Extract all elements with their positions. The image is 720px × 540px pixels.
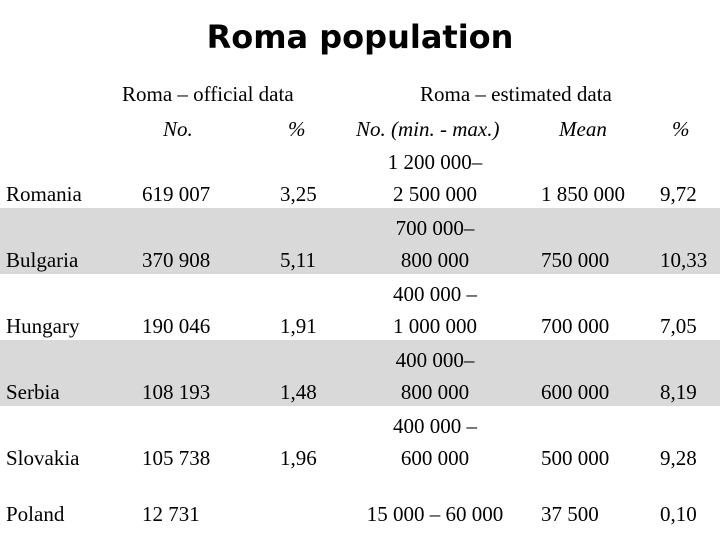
estimated-percent-cell: 0,10 [660, 502, 697, 526]
country-cell: Slovakia [6, 446, 80, 470]
estimated-percent-cell: 9,28 [660, 446, 697, 470]
official-number-cell: 619 007 [142, 182, 211, 206]
estimated-data-header: Roma – estimated data [420, 82, 612, 106]
range-line-2: 1 000 000 [393, 314, 477, 338]
range-line-1: 15 000 – 60 000 [366, 502, 504, 526]
estimated-range-cell: 1 200 000– 2 500 000 [345, 146, 525, 210]
estimated-range-cell: 400 000– 800 000 [345, 344, 525, 408]
estimated-range-cell: 400 000 – 1 000 000 [345, 278, 525, 342]
estimated-range-cell: 400 000 – 600 000 [345, 410, 525, 474]
country-cell: Serbia [6, 380, 60, 404]
estimated-percent-cell: 7,05 [660, 314, 697, 338]
estimated-percent-column-header: % [672, 117, 690, 141]
estimated-percent-cell: 9,72 [660, 182, 697, 206]
table-row: Poland 12 731 37 500 0,10 15 000 – 60 000 [0, 472, 720, 538]
table-row: Slovakia 105 738 1,96 500 000 9,28 400 000 – 6… [0, 406, 720, 472]
table-row: Hungary 190 046 1,91 700 000 7,05 400 000 – 1 … [0, 274, 720, 340]
estimated-mean-cell: 700 000 [541, 314, 610, 338]
table-row: Bulgaria 370 908 5,11 750 000 10,33 700 000– 8… [0, 208, 720, 274]
estimated-range-cell: 15 000 – 60 000 [345, 498, 525, 530]
official-number-cell: 190 046 [142, 314, 211, 338]
estimated-mean-column-header: Mean [559, 117, 607, 141]
country-cell: Bulgaria [6, 248, 79, 272]
range-line-1: 700 000– [395, 216, 475, 240]
official-percent-column-header: % [288, 117, 306, 141]
official-percent-cell: 1,48 [280, 380, 317, 404]
official-number-cell: 12 731 [142, 502, 200, 526]
estimated-percent-cell: 8,19 [660, 380, 697, 404]
range-line-2: 600 000 [400, 446, 470, 470]
estimated-range-cell: 700 000– 800 000 [345, 212, 525, 276]
range-line-1: 1 200 000– [387, 150, 483, 174]
table-row: Romania 619 007 3,25 1 850 000 9,72 1 200 000… [0, 142, 720, 208]
official-number-cell: 108 193 [142, 380, 211, 404]
country-cell: Poland [6, 502, 65, 526]
estimated-range-column-header: No. (min. - max.) [356, 117, 500, 141]
estimated-mean-cell: 500 000 [541, 446, 610, 470]
table-row: Serbia 108 193 1,48 600 000 8,19 400 000– 800 … [0, 340, 720, 406]
official-number-cell: 370 908 [142, 248, 211, 272]
official-percent-cell: 5,11 [280, 248, 316, 272]
country-cell: Romania [6, 182, 82, 206]
official-percent-cell: 1,91 [280, 314, 317, 338]
official-percent-cell: 1,96 [280, 446, 317, 470]
estimated-mean-cell: 37 500 [541, 502, 599, 526]
range-line-2: 800 000 [400, 380, 470, 404]
estimated-mean-cell: 600 000 [541, 380, 610, 404]
range-line-1: 400 000 – [393, 414, 477, 438]
estimated-mean-cell: 1 850 000 [541, 182, 625, 206]
range-line-2: 2 500 000 [393, 182, 477, 206]
official-number-cell: 105 738 [142, 446, 211, 470]
range-line-1: 400 000 – [393, 282, 477, 306]
estimated-percent-cell: 10,33 [660, 248, 708, 272]
official-no-column-header: No. [163, 117, 193, 141]
official-percent-cell: 3,25 [280, 182, 317, 206]
country-cell: Hungary [6, 314, 80, 338]
range-line-1: 400 000– [395, 348, 475, 372]
range-line-2: 800 000 [400, 248, 470, 272]
page-title: Roma population [206, 18, 514, 56]
official-data-header: Roma – official data [122, 82, 294, 106]
estimated-mean-cell: 750 000 [541, 248, 610, 272]
